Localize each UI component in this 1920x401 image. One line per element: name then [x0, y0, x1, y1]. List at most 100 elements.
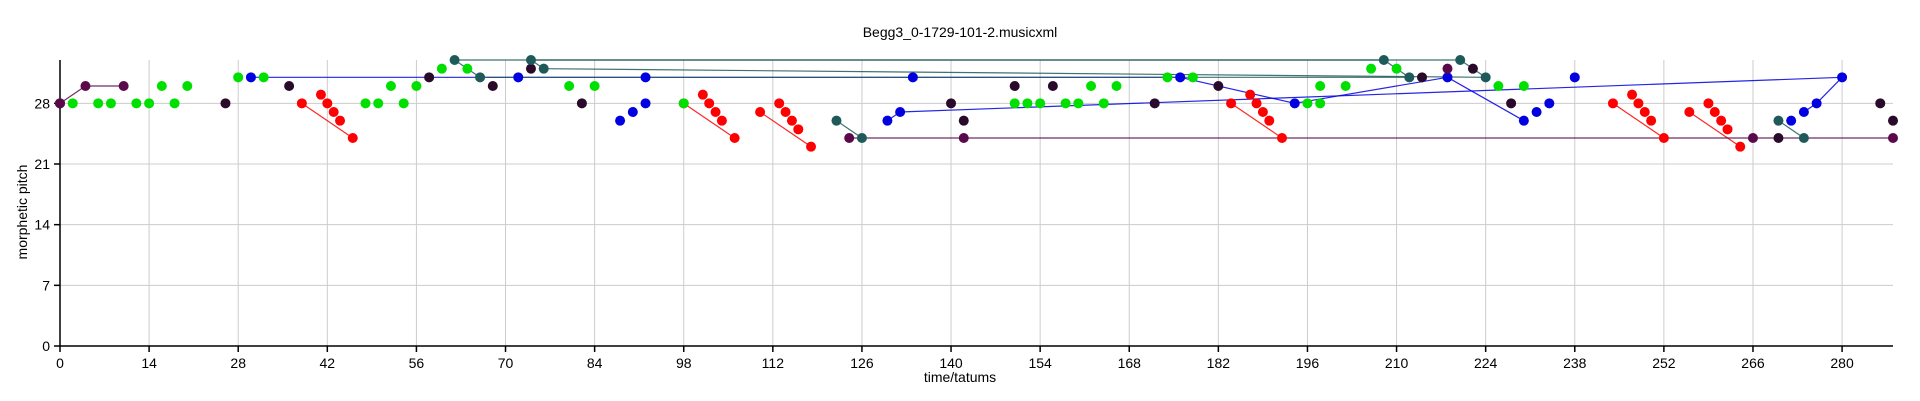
data-point [1289, 98, 1300, 109]
data-point [589, 81, 600, 91]
data-point [640, 72, 651, 83]
ticks: 0 14 28 42 56 70 84 98 112 126 140 154 168 182 196 210 2… [34, 95, 1854, 371]
data-point [347, 133, 358, 143]
series-line [900, 76, 1843, 113]
data-point [1442, 63, 1453, 74]
data-point [1245, 89, 1256, 100]
data-point [182, 81, 193, 91]
data-point [1264, 115, 1275, 126]
x-tick-label: 84 [587, 355, 603, 371]
data-point [1467, 63, 1478, 74]
series-line [1816, 76, 1843, 104]
x-tick-label: 238 [1563, 355, 1587, 371]
data-point [844, 133, 855, 143]
data-point [1506, 98, 1517, 109]
data-point [1417, 72, 1428, 83]
data-point [1798, 107, 1809, 117]
y-tick-label: 28 [34, 95, 50, 111]
data-point [1162, 72, 1173, 83]
data-point [1747, 133, 1758, 143]
x-tick-label: 0 [56, 355, 64, 371]
data-point [220, 98, 231, 109]
data-point [1837, 72, 1848, 83]
data-point [1703, 98, 1714, 109]
data-point [1404, 72, 1415, 83]
series-line [836, 120, 863, 139]
data-point [1569, 72, 1580, 83]
data-point [1811, 98, 1822, 109]
x-tick-label: 56 [409, 355, 425, 371]
data-point [1009, 98, 1020, 109]
x-tick-label: 70 [498, 355, 514, 371]
series-line [1230, 102, 1283, 139]
series-line [1778, 120, 1805, 139]
data-point [1251, 98, 1262, 109]
data-point [1277, 133, 1287, 143]
data-point [1378, 55, 1389, 65]
data-point [1480, 72, 1491, 83]
data-point [1875, 98, 1886, 109]
data-point [328, 107, 339, 117]
data-point [576, 98, 587, 109]
y-tick-label: 0 [42, 338, 50, 354]
y-tick-label: 21 [34, 156, 50, 172]
data-point [1786, 115, 1797, 126]
data-point [716, 115, 727, 126]
series-line [543, 68, 1486, 78]
y-tick-label: 7 [42, 277, 50, 293]
data-point [411, 81, 422, 91]
data-point [1888, 115, 1898, 126]
data-point [118, 81, 129, 91]
series-line [759, 111, 812, 148]
data-point [1709, 107, 1720, 117]
data-point [525, 55, 536, 65]
data-point [475, 72, 486, 83]
data-point [1442, 72, 1453, 83]
data-point [786, 115, 797, 126]
data-point [793, 124, 804, 135]
data-point [144, 98, 155, 109]
data-point [564, 81, 575, 91]
data-point [1455, 55, 1466, 65]
x-tick-label: 182 [1207, 355, 1231, 371]
data-point [1226, 98, 1237, 109]
data-point [1684, 107, 1695, 117]
data-point [1607, 98, 1618, 109]
data-point [1315, 98, 1326, 109]
data-point [1735, 141, 1746, 152]
data-point [1716, 115, 1727, 126]
x-tick-label: 112 [762, 355, 785, 371]
data-point [385, 81, 396, 91]
data-point [398, 98, 409, 109]
data-point [1187, 72, 1198, 83]
data-point [1257, 107, 1268, 117]
data-point [615, 115, 626, 126]
data-point [1773, 115, 1784, 126]
data-point [1518, 115, 1529, 126]
data-point [424, 72, 435, 83]
series-line [1688, 111, 1741, 148]
x-tick-label: 14 [141, 355, 157, 371]
data-point [1639, 107, 1650, 117]
x-tick-label: 98 [676, 355, 692, 371]
y-axis-label: morphetic pitch [14, 165, 30, 260]
x-tick-label: 280 [1830, 355, 1854, 371]
data-point [284, 81, 295, 91]
data-point [678, 98, 689, 109]
data-point [710, 107, 721, 117]
data-point [258, 72, 269, 83]
data-point [1888, 133, 1898, 143]
x-tick-label: 252 [1652, 355, 1676, 371]
x-tick-label: 210 [1385, 355, 1409, 371]
data-point [315, 89, 326, 100]
data-point [1035, 98, 1046, 109]
data-point [1798, 133, 1809, 143]
chart-title: Begg3_0-1729-101-2.musicxml [863, 24, 1058, 40]
data-point [1022, 98, 1033, 109]
data-point [169, 98, 180, 109]
data-point [245, 72, 256, 83]
data-point [1633, 98, 1644, 109]
data-point [335, 115, 346, 126]
data-point [780, 107, 791, 117]
